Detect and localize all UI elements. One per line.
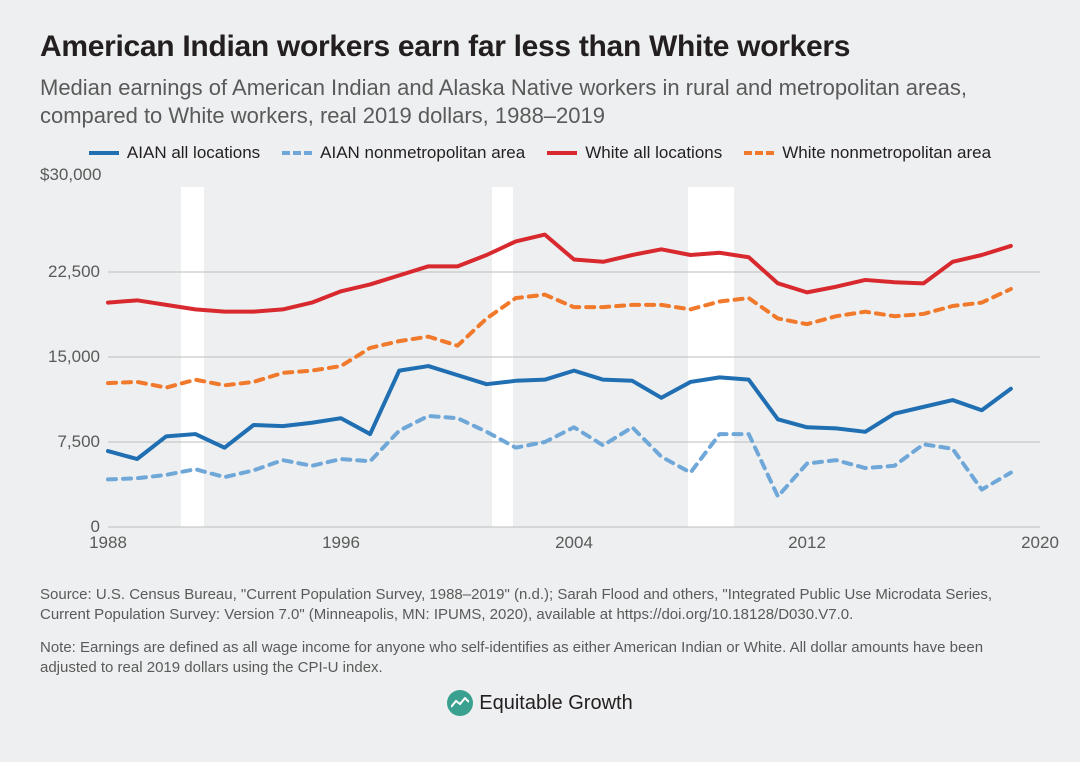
chart-title: American Indian workers earn far less th… xyxy=(40,30,1040,64)
legend-label: AIAN all locations xyxy=(127,143,260,163)
y-tick-label: 7,500 xyxy=(57,432,100,452)
x-tick-label: 1988 xyxy=(89,533,127,553)
legend-label: AIAN nonmetropolitan area xyxy=(320,143,525,163)
x-tick-label: 1996 xyxy=(322,533,360,553)
series-aian_all xyxy=(108,366,1011,459)
plot-region xyxy=(108,187,1040,527)
legend-label: White all locations xyxy=(585,143,722,163)
legend: AIAN all locations AIAN nonmetropolitan a… xyxy=(40,143,1040,163)
legend-item: AIAN nonmetropolitan area xyxy=(282,143,525,163)
chart-area: $30,000 07,50015,00022,500 1988199620042… xyxy=(40,169,1040,569)
brand-logo-icon xyxy=(447,690,473,716)
x-tick-label: 2020 xyxy=(1021,533,1059,553)
y-tick-label: 22,500 xyxy=(48,262,100,282)
legend-swatch xyxy=(282,151,312,155)
y-tick-label: 15,000 xyxy=(48,347,100,367)
chart-svg xyxy=(108,187,1040,527)
brand-name: Equitable Growth xyxy=(479,692,632,715)
note-text: Note: Earnings are defined as all wage i… xyxy=(40,638,1040,679)
x-tick-label: 2004 xyxy=(555,533,593,553)
y-axis-top-label: $30,000 xyxy=(40,165,101,185)
series-white_nonmetro xyxy=(108,289,1011,388)
legend-item: White nonmetropolitan area xyxy=(744,143,991,163)
brand-footer: Equitable Growth xyxy=(40,690,1040,716)
legend-swatch xyxy=(89,151,119,155)
series-aian_nonmetro xyxy=(108,416,1011,496)
source-text: Source: U.S. Census Bureau, "Current Pop… xyxy=(40,585,1040,626)
legend-item: AIAN all locations xyxy=(89,143,260,163)
x-tick-label: 2012 xyxy=(788,533,826,553)
legend-item: White all locations xyxy=(547,143,722,163)
legend-swatch xyxy=(547,151,577,155)
legend-swatch xyxy=(744,151,774,155)
chart-subtitle: Median earnings of American Indian and A… xyxy=(40,74,1040,129)
legend-label: White nonmetropolitan area xyxy=(782,143,991,163)
